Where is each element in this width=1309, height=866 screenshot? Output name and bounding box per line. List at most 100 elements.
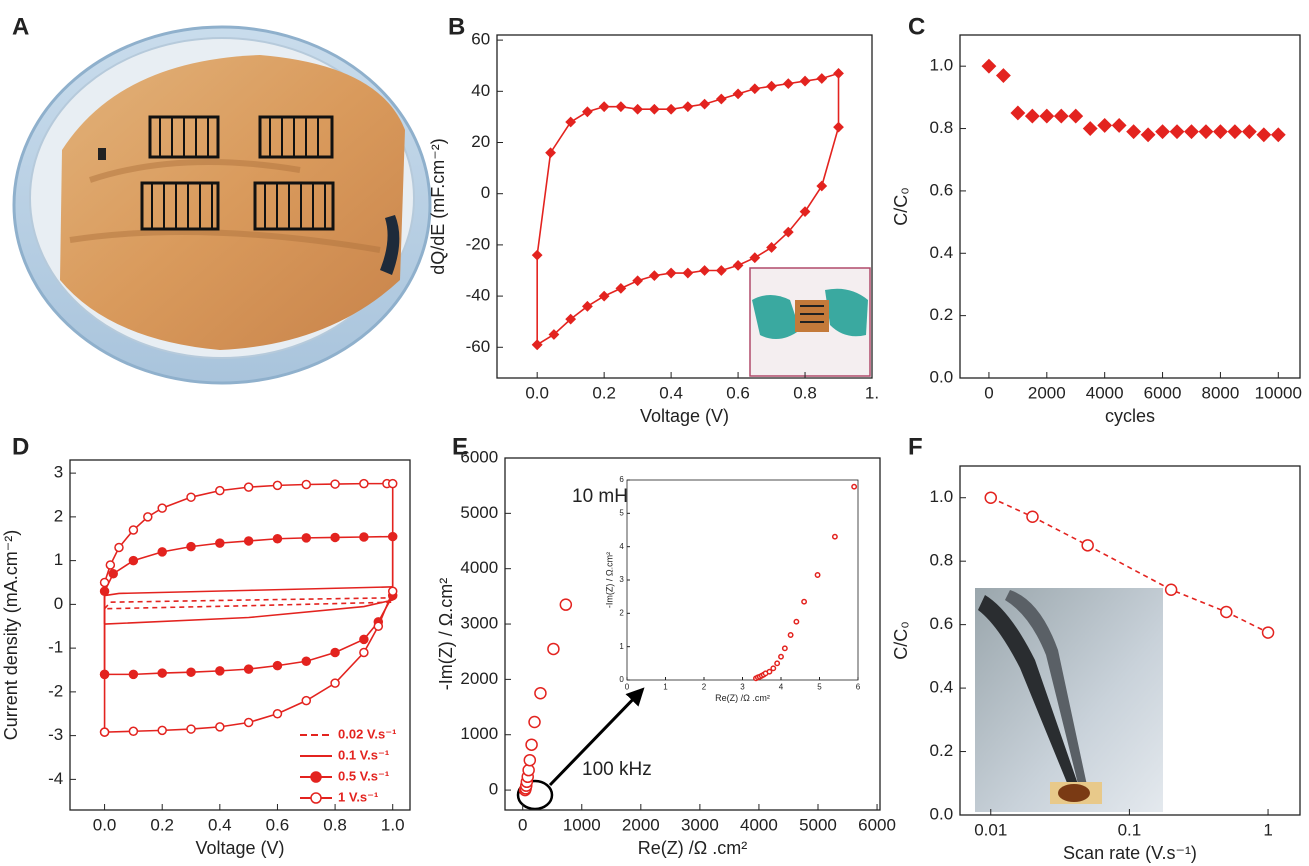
marker	[1053, 108, 1069, 124]
series-line	[103, 597, 394, 610]
marker	[648, 270, 660, 282]
marker	[99, 577, 110, 588]
marker	[831, 533, 838, 540]
y-tick-label: 1000	[460, 724, 498, 743]
marker	[782, 78, 794, 90]
photo-inset-f	[975, 588, 1163, 812]
marker	[531, 339, 543, 351]
marker	[387, 586, 398, 596]
y-axis-label: dQ/dE (mF.cm⁻²)	[428, 138, 448, 275]
y-tick-label: 0	[481, 183, 490, 202]
marker	[732, 259, 744, 271]
x-tick-label: 0	[518, 816, 527, 835]
y-tick-label: -20	[466, 234, 491, 253]
marker	[128, 669, 139, 680]
legend-marker	[310, 792, 322, 804]
marker	[359, 532, 369, 542]
x-tick-label: 0	[625, 683, 630, 692]
marker	[793, 618, 800, 625]
y-tick-label: 2	[619, 608, 624, 617]
x-tick-label: 2000	[622, 816, 660, 835]
x-tick-label: 2000	[1028, 384, 1066, 403]
y-axis-label: C/C₀	[891, 187, 911, 225]
x-tick-label: 6000	[858, 816, 896, 835]
x-axis-label: Voltage (V)	[195, 838, 284, 858]
marker	[799, 206, 811, 218]
chart: 0.0 0.2 0.4 0.6 0.8 1. -60 -40 -20 0 20 40 60 Voltage…	[428, 30, 879, 426]
x-tick-label: 1.	[865, 384, 879, 403]
x-tick-label: 3	[740, 683, 745, 692]
x-tick-label: 0.4	[208, 816, 232, 835]
marker	[766, 668, 773, 675]
plot-frame	[496, 34, 873, 379]
y-tick-label: 0.8	[930, 118, 954, 137]
marker	[749, 252, 761, 264]
x-tick-label: 0.8	[793, 384, 817, 403]
marker	[143, 512, 153, 522]
y-tick-label: 0.8	[930, 551, 954, 570]
marker	[799, 75, 811, 87]
marker	[632, 275, 644, 287]
marker	[1140, 127, 1156, 143]
marker	[1081, 539, 1094, 552]
marker	[215, 666, 225, 676]
marker	[128, 555, 139, 566]
marker	[1068, 108, 1084, 124]
x-axis-label: cycles	[1105, 406, 1155, 426]
series-line	[990, 496, 1269, 634]
marker	[801, 598, 808, 605]
marker	[682, 267, 694, 279]
y-tick-label: -1	[48, 638, 63, 657]
marker	[105, 560, 116, 570]
y-tick-label: -3	[48, 725, 63, 744]
x-axis-label: Re(Z) /Ω .cm²	[638, 838, 747, 858]
y-tick-label: 0.4	[930, 243, 954, 262]
y-tick-label: 1.0	[930, 487, 954, 506]
marker	[215, 722, 225, 732]
marker	[243, 717, 254, 728]
marker	[1270, 127, 1286, 143]
marker	[699, 98, 710, 110]
marker	[359, 478, 369, 489]
marker	[816, 180, 828, 192]
plot-frame	[626, 479, 859, 681]
marker	[995, 68, 1011, 83]
y-tick-label: 1.0	[930, 56, 954, 75]
marker	[243, 482, 254, 492]
marker	[732, 88, 744, 100]
y-tick-label: -40	[466, 286, 491, 305]
marker	[1082, 121, 1098, 136]
marker	[272, 480, 283, 491]
y-tick-label: 6	[619, 475, 624, 484]
marker	[766, 242, 777, 253]
chart: 0 1000 2000 3000 4000 5000 6000010002000300040…	[436, 447, 896, 857]
marker	[1261, 626, 1275, 639]
marker	[787, 632, 794, 638]
marker	[1126, 124, 1142, 140]
y-tick-label: 0.2	[930, 305, 954, 324]
marker	[682, 101, 694, 113]
x-tick-label: 5	[817, 683, 822, 692]
panel-label: B	[448, 13, 465, 40]
panel-label: C	[908, 13, 925, 40]
x-tick-label: 1000	[563, 816, 601, 835]
marker	[814, 572, 821, 578]
plot-frame	[69, 459, 411, 811]
marker	[715, 93, 727, 105]
marker	[272, 534, 283, 544]
marker	[1256, 127, 1272, 143]
marker	[1097, 118, 1113, 133]
annotation: 10 mHz	[572, 486, 637, 507]
marker	[186, 724, 196, 734]
series-line	[103, 586, 394, 625]
marker	[330, 479, 340, 489]
y-tick-label: 0.6	[930, 614, 954, 633]
marker	[749, 83, 761, 95]
x-axis-label: Scan rate (V.s⁻¹)	[1063, 843, 1197, 863]
marker	[1026, 510, 1039, 524]
marker	[128, 726, 139, 736]
y-tick-label: 0.0	[930, 367, 954, 386]
marker	[1241, 124, 1257, 140]
y-tick-label: 4000	[460, 558, 498, 577]
